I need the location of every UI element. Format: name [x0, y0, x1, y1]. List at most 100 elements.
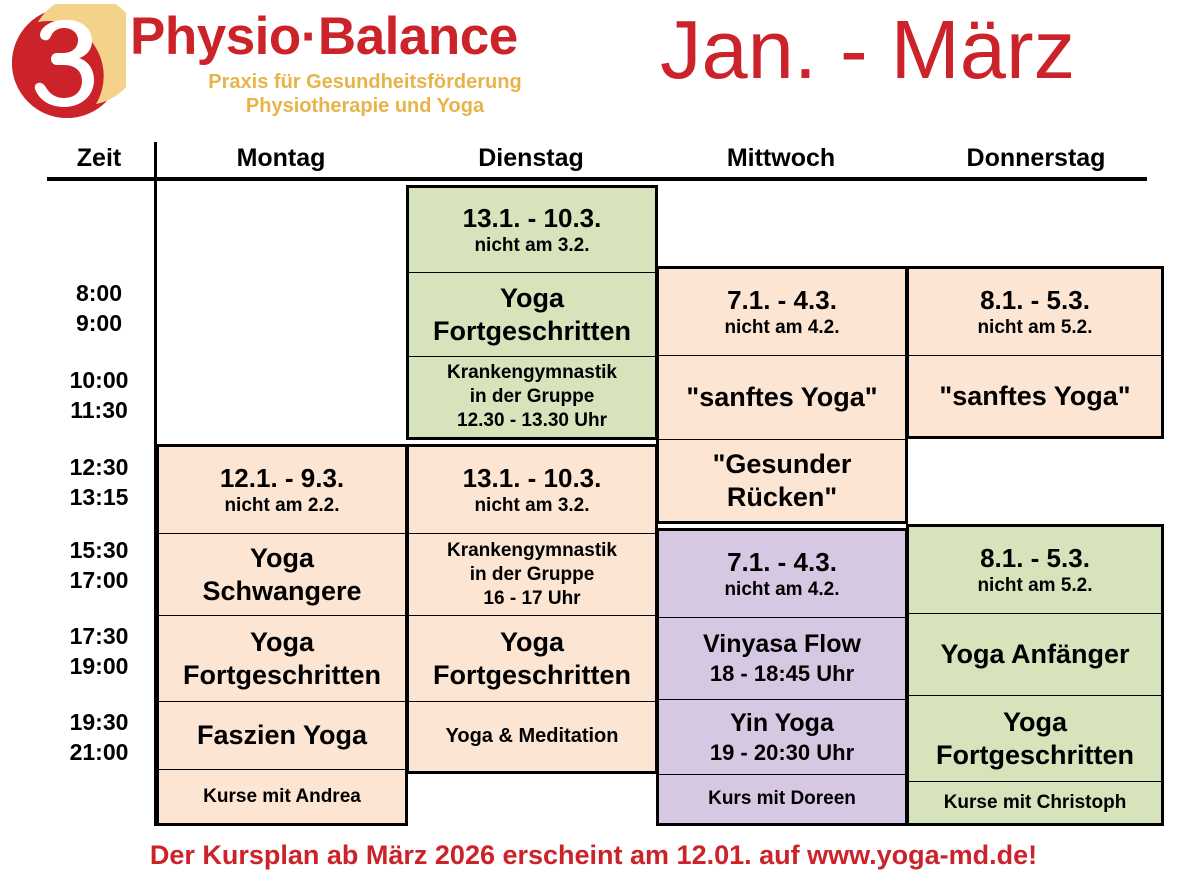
course-name-line1: Yoga — [249, 626, 314, 657]
course-name-line1: Yoga — [499, 282, 564, 313]
course-exception-note: nicht am 3.2. — [474, 234, 590, 256]
course-cell-krankengymnastik: Krankengymnastik in der Gruppe 16 - 17 U… — [409, 534, 655, 616]
course-date-range: 12.1. - 9.3. — [219, 462, 345, 493]
time-slot-6-start: 19:30 — [69, 709, 129, 735]
brand-logo — [8, 4, 126, 122]
brand-subtitle: Praxis für Gesundheitsförderung Physioth… — [130, 70, 600, 118]
column-header-dienstag: Dienstag — [478, 144, 584, 172]
brand-name: Physio·Balance — [130, 7, 518, 66]
course-name-line1: Yoga — [1002, 706, 1067, 737]
course-name-line1: Vinyasa Flow — [703, 630, 861, 658]
course-name-line2: Fortgeschritten — [935, 739, 1135, 770]
course-cell-yoga-schwangere: Yoga Schwangere — [159, 534, 405, 616]
course-name-line2: Rücken" — [726, 481, 838, 512]
time-slot-5-end: 19:00 — [69, 653, 129, 679]
column-header-mittwoch: Mittwoch — [726, 144, 836, 172]
schedule-period-title: Jan. - März — [660, 3, 1076, 96]
course-name-line2: Fortgeschritten — [432, 659, 632, 690]
course-date-range: 7.1. - 4.3. — [727, 546, 837, 577]
course-name-line1: Krankengymnastik — [446, 539, 617, 561]
course-name-line1: "sanftes Yoga" — [686, 382, 878, 412]
course-name-line1: Yoga & Meditation — [445, 725, 619, 747]
course-cell-krankengymnastik: Krankengymnastik in der Gruppe 12.30 - 1… — [409, 357, 655, 437]
time-slot-3-start: 12:30 — [69, 454, 129, 480]
course-block-montag[interactable]: 12.1. - 9.3. nicht am 2.2. Yoga Schwange… — [156, 444, 408, 826]
time-slot-6-end: 21:00 — [69, 739, 129, 765]
course-cell-date: 8.1. - 5.3. nicht am 5.2. — [909, 527, 1161, 614]
brand-text-block: Physio·Balance Praxis für Gesundheitsför… — [130, 6, 600, 118]
time-column-divider-rule — [154, 142, 157, 826]
course-instructor-label: Kurse mit Christoph — [943, 791, 1127, 813]
course-cell-date: 8.1. - 5.3. nicht am 5.2. — [909, 269, 1161, 356]
time-slot-4: 15:30 17:00 — [47, 535, 151, 595]
course-name-line1: Faszien Yoga — [196, 720, 368, 750]
column-header-montag: Montag — [236, 144, 326, 172]
time-slot-4-start: 15:30 — [69, 537, 129, 563]
course-name-line2: Fortgeschritten — [182, 659, 382, 690]
course-cell-yin-yoga: Yin Yoga 19 - 20:30 Uhr — [659, 700, 905, 775]
time-slot-5-start: 17:30 — [69, 623, 129, 649]
course-date-range: 7.1. - 4.3. — [727, 284, 837, 315]
table-column-headers: Zeit Montag Dienstag Mittwoch Donnerstag — [0, 142, 1187, 176]
time-slot-1: 8:00 9:00 — [47, 278, 151, 338]
course-name-line1: "sanftes Yoga" — [939, 380, 1131, 411]
course-cell-date: 7.1. - 4.3. nicht am 4.2. — [659, 269, 905, 356]
course-cell-yoga-anfaenger: Yoga Anfänger — [909, 614, 1161, 696]
course-cell-yoga-fortgeschritten: Yoga Fortgeschritten — [409, 616, 655, 702]
course-name-line2: Fortgeschritten — [432, 315, 632, 346]
time-slot-1-end: 9:00 — [75, 310, 123, 336]
course-name-line2: Schwangere — [202, 575, 362, 606]
course-block-mittwoch-morning[interactable]: 7.1. - 4.3. nicht am 4.2. "sanftes Yoga"… — [656, 266, 908, 524]
course-block-donnerstag-evening[interactable]: 8.1. - 5.3. nicht am 5.2. Yoga Anfänger … — [906, 524, 1164, 826]
circle-yin-yang-figure-logo — [12, 4, 126, 118]
time-slot-2: 10:00 11:30 — [47, 365, 151, 425]
time-slot-6: 19:30 21:00 — [47, 707, 151, 767]
time-slot-2-start: 10:00 — [69, 367, 129, 393]
course-exception-note: nicht am 5.2. — [977, 574, 1093, 596]
course-time-note: 16 - 17 Uhr — [483, 587, 581, 609]
course-date-range: 8.1. - 5.3. — [980, 542, 1090, 573]
course-cell-yoga-fortgeschritten: Yoga Fortgeschritten — [409, 273, 655, 357]
course-cell-yoga-fortgeschritten: Yoga Fortgeschritten — [159, 616, 405, 702]
course-name-line1: Krankengymnastik — [446, 362, 617, 383]
course-name-line1: Yin Yoga — [730, 708, 834, 737]
course-block-mittwoch-evening[interactable]: 7.1. - 4.3. nicht am 4.2. Vinyasa Flow 1… — [656, 528, 908, 826]
course-exception-note: nicht am 4.2. — [724, 316, 840, 338]
time-slot-4-end: 17:00 — [69, 567, 129, 593]
course-exception-note: nicht am 2.2. — [224, 494, 340, 516]
course-time-note: 12.30 - 13.30 Uhr — [457, 410, 607, 431]
course-name-line1: Yoga Anfänger — [940, 639, 1130, 669]
course-block-dienstag-morning[interactable]: 13.1. - 10.3. nicht am 3.2. Yoga Fortges… — [406, 185, 658, 440]
course-name-line2: in der Gruppe — [469, 563, 595, 585]
course-cell-gesunder-ruecken: "Gesunder Rücken" — [659, 440, 905, 521]
course-cell-date: 7.1. - 4.3. nicht am 4.2. — [659, 531, 905, 618]
course-cell-sanftes-yoga: "sanftes Yoga" — [659, 356, 905, 440]
footer-notice: Der Kursplan ab März 2026 erscheint am 1… — [149, 840, 1038, 870]
time-slot-3: 12:30 13:15 — [47, 452, 151, 512]
course-cell-instructor: Kurse mit Christoph — [909, 782, 1161, 823]
course-time-note: 19 - 20:30 Uhr — [709, 739, 855, 765]
course-date-range: 8.1. - 5.3. — [980, 284, 1090, 315]
course-cell-faszien-yoga: Faszien Yoga — [159, 702, 405, 770]
course-date-range: 13.1. - 10.3. — [462, 202, 602, 233]
course-name-line1: Yoga — [499, 626, 564, 657]
course-cell-sanftes-yoga: "sanftes Yoga" — [909, 356, 1161, 436]
time-slot-1-start: 8:00 — [75, 280, 123, 306]
course-cell-vinyasa-flow: Vinyasa Flow 18 - 18:45 Uhr — [659, 618, 905, 700]
course-instructor-label: Kurse mit Andrea — [203, 785, 361, 807]
header-divider-rule — [47, 177, 1147, 181]
course-block-dienstag-main[interactable]: 13.1. - 10.3. nicht am 3.2. Krankengymna… — [406, 444, 658, 774]
course-date-range: 13.1. - 10.3. — [462, 462, 602, 493]
brand-subtitle-line2: Physiotherapie und Yoga — [245, 95, 485, 117]
course-exception-note: nicht am 3.2. — [474, 494, 590, 516]
course-cell-instructor: Kurse mit Andrea — [159, 770, 405, 823]
time-slot-5: 17:30 19:00 — [47, 621, 151, 681]
course-cell-yoga-meditation: Yoga & Meditation — [409, 702, 655, 771]
course-time-note: 18 - 18:45 Uhr — [709, 661, 855, 686]
course-cell-yoga-fortgeschritten: Yoga Fortgeschritten — [909, 696, 1161, 782]
brand-subtitle-line1: Praxis für Gesundheitsförderung — [208, 71, 522, 93]
course-cell-instructor: Kurs mit Doreen — [659, 775, 905, 823]
course-block-donnerstag-morning[interactable]: 8.1. - 5.3. nicht am 5.2. "sanftes Yoga" — [906, 266, 1164, 439]
course-cell-date: 13.1. - 10.3. nicht am 3.2. — [409, 447, 655, 534]
course-cell-date: 12.1. - 9.3. nicht am 2.2. — [159, 447, 405, 534]
